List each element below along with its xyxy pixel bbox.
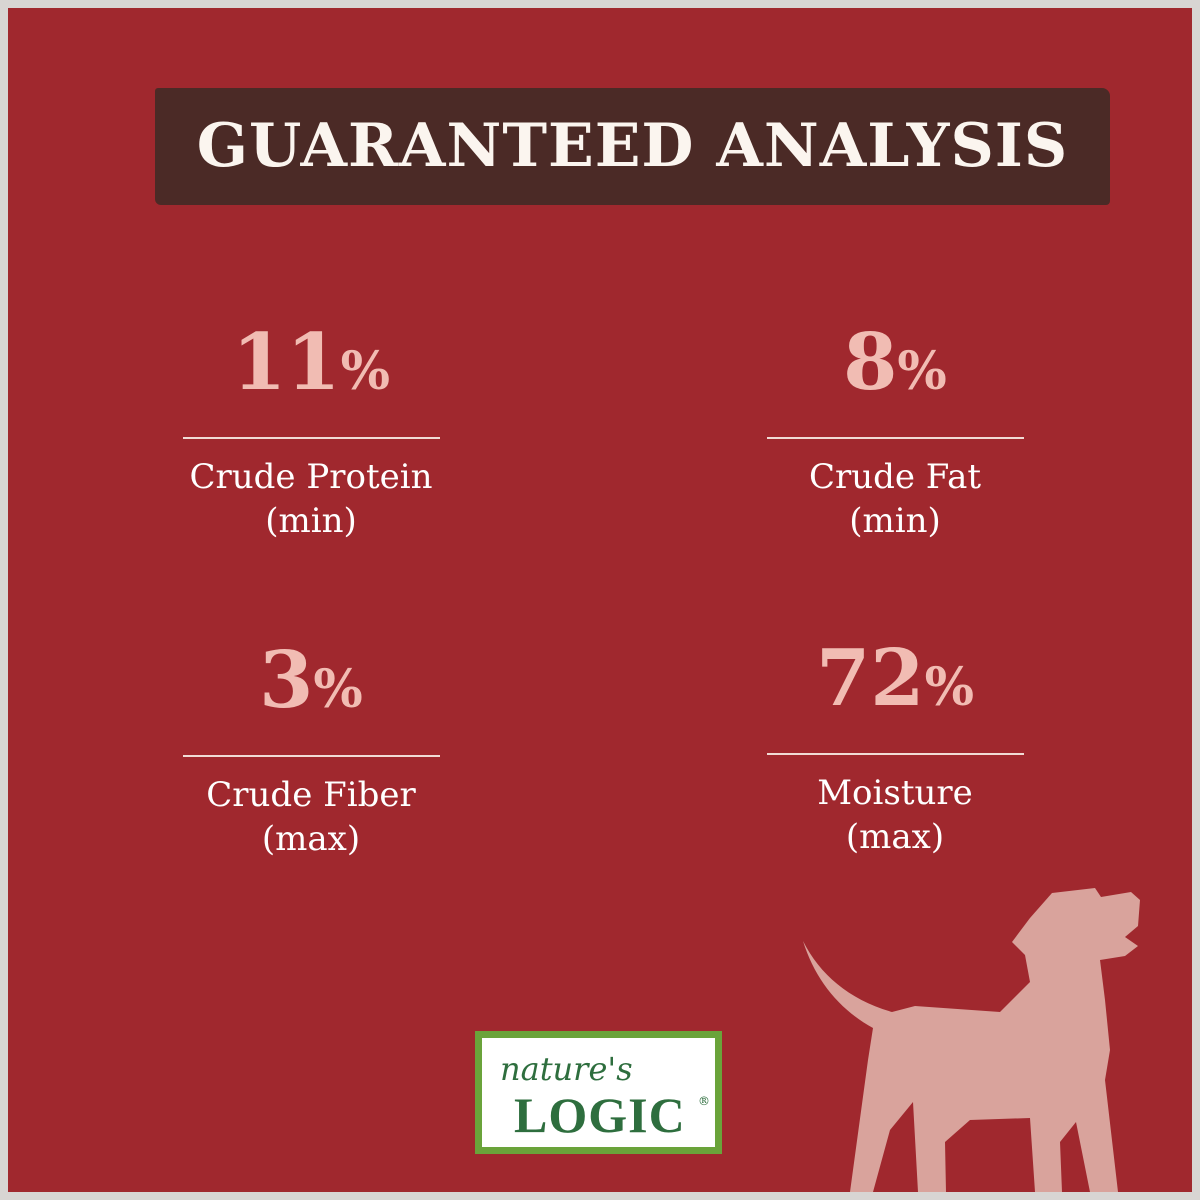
stat-value: 11% <box>151 318 471 417</box>
stat-label: Moisture <box>817 773 973 813</box>
logo-inner: nature's LOGIC ® <box>482 1038 715 1147</box>
page-title: GUARANTEED ANALYSIS <box>196 111 1069 181</box>
value-unit: % <box>897 341 947 402</box>
divider <box>182 437 440 439</box>
stat-qualifier: (max) <box>845 817 945 857</box>
value-unit: % <box>924 657 974 718</box>
value-number: 72 <box>816 633 925 724</box>
stat-moisture: 72% Moisture (max) <box>735 634 1055 859</box>
logo-registered-mark: ® <box>698 1094 710 1108</box>
logo-script-text: nature's <box>500 1050 633 1088</box>
value-number: 8 <box>843 317 898 408</box>
stat-label: Crude Protein <box>189 457 433 497</box>
title-banner <box>155 88 1110 205</box>
value-unit: % <box>340 341 390 402</box>
stat-crude-fat: 8% Crude Fat (min) <box>735 318 1055 543</box>
stat-value: 72% <box>735 634 1055 733</box>
dog-silhouette-icon <box>803 888 1140 1192</box>
stat-crude-protein: 11% Crude Protein (min) <box>151 318 471 543</box>
brand-logo: nature's LOGIC ® <box>475 1031 722 1154</box>
stat-label: Crude Fat <box>808 457 982 497</box>
divider <box>766 753 1024 755</box>
stat-label: Crude Fiber <box>206 775 416 815</box>
stat-crude-fiber: 3% Crude Fiber (max) <box>151 636 471 861</box>
value-number: 3 <box>259 635 314 726</box>
stat-qualifier: (max) <box>261 819 361 859</box>
logo-main-text: LOGIC <box>514 1087 686 1143</box>
stat-qualifier: (min) <box>265 501 357 541</box>
stat-value: 8% <box>735 318 1055 417</box>
stat-qualifier: (min) <box>849 501 941 541</box>
infographic-panel <box>8 8 1192 1192</box>
divider <box>182 755 440 757</box>
stat-value: 3% <box>151 636 471 735</box>
value-unit: % <box>313 659 363 720</box>
divider <box>766 437 1024 439</box>
value-number: 11 <box>232 317 341 408</box>
